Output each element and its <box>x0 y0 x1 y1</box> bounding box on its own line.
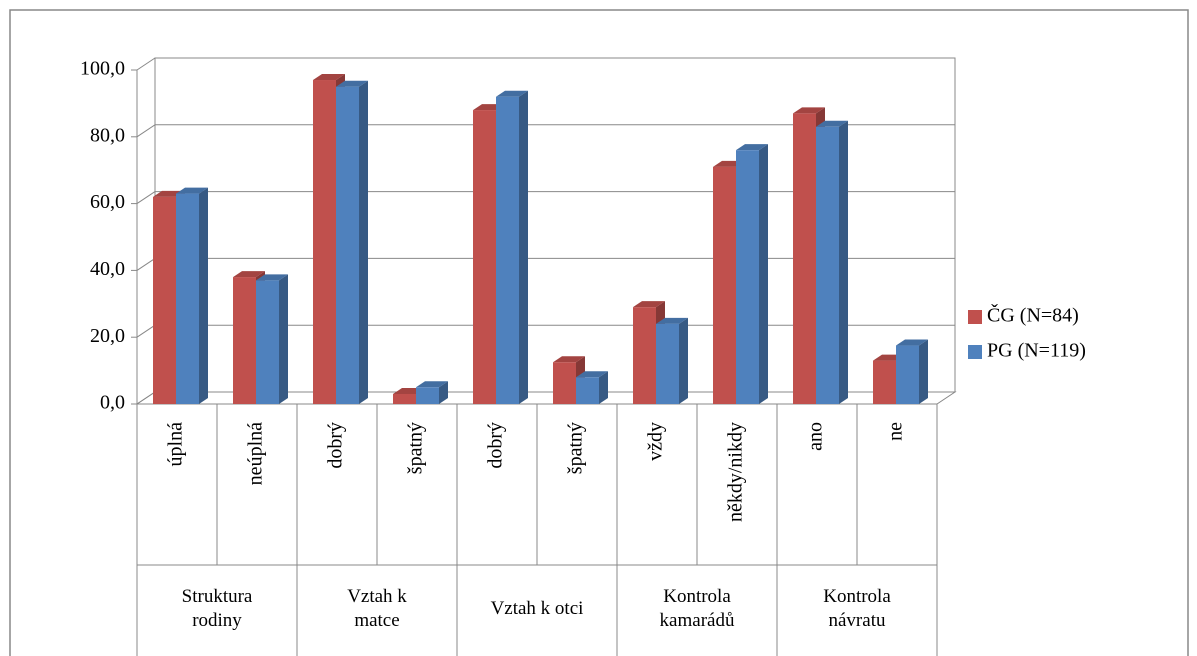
bar-top <box>256 274 288 281</box>
chart-border <box>9 9 1189 656</box>
x-tick-label: ne <box>885 422 907 441</box>
y-tick-label: 80,0 <box>90 124 125 146</box>
bar-top <box>816 120 848 127</box>
y-tick-label: 20,0 <box>90 325 125 347</box>
bar <box>896 345 919 404</box>
bar-top <box>736 144 768 151</box>
bar <box>313 80 336 405</box>
x-tick-label: dobrý <box>485 422 507 469</box>
x-tick-label: úplná <box>165 422 187 467</box>
bar-side <box>519 90 528 404</box>
y-tick-label: 40,0 <box>90 258 125 280</box>
legend-label: PG (N=119) <box>987 340 1086 362</box>
bar <box>153 196 176 404</box>
bar <box>633 307 656 404</box>
bar-top <box>633 301 665 308</box>
group-label: Struktura rodiny <box>181 586 253 631</box>
bar <box>473 110 496 404</box>
bar <box>553 362 576 404</box>
y-tick-label: 100,0 <box>80 58 125 80</box>
bar-top <box>496 90 528 97</box>
bar <box>416 387 439 404</box>
bar <box>496 96 519 404</box>
bar-top <box>336 80 368 87</box>
x-tick-label: dobrý <box>325 422 347 469</box>
group-label: Vztah k matce <box>347 586 407 631</box>
group-label: Kontrola návratu <box>823 586 891 631</box>
bar-side <box>839 120 848 404</box>
legend-swatch <box>968 310 982 324</box>
bar-side <box>199 187 208 404</box>
y-tick-label: 0,0 <box>100 392 125 414</box>
bar <box>793 113 816 405</box>
bar-top <box>416 381 448 388</box>
grid-line <box>136 191 156 205</box>
bar <box>576 377 599 404</box>
group-label: Kontrola kamarádů <box>659 586 735 631</box>
y-tick-label: 60,0 <box>90 191 125 213</box>
grid-line <box>136 57 156 71</box>
bar-top <box>576 371 608 378</box>
grid-line <box>136 391 156 405</box>
bar-side <box>759 144 768 404</box>
bar <box>176 193 199 404</box>
x-tick-label: někdy/nikdy <box>725 422 747 522</box>
bar-top <box>313 74 345 81</box>
bar-side <box>599 371 608 404</box>
x-tick-label: ano <box>805 422 827 451</box>
bar-top <box>553 356 585 363</box>
bar-side <box>279 274 288 404</box>
bar <box>336 86 359 404</box>
bar <box>256 280 279 404</box>
bar-side <box>679 317 688 404</box>
bar <box>233 277 256 404</box>
bar-top <box>176 187 208 194</box>
bar <box>713 166 736 404</box>
group-label: Vztah k otci <box>490 598 584 619</box>
bar-side <box>359 80 368 404</box>
x-tick-label: špatný <box>405 422 427 474</box>
legend-label: ČG (N=84) <box>987 303 1079 327</box>
bar <box>736 150 759 404</box>
bar <box>393 393 416 404</box>
bar <box>656 323 679 404</box>
bar-top <box>896 339 928 346</box>
legend-swatch <box>968 345 982 359</box>
x-tick-label: špatný <box>565 422 587 474</box>
bar-top <box>656 317 688 324</box>
bar <box>873 360 896 404</box>
bar-side <box>439 381 448 404</box>
grid-line <box>136 124 156 138</box>
bar-top <box>233 271 265 278</box>
grid-line <box>136 257 156 271</box>
bar <box>816 126 839 404</box>
bar-top <box>793 107 825 114</box>
x-tick-label: neúplná <box>245 422 267 485</box>
grid-line <box>136 324 156 338</box>
x-tick-label: vždy <box>645 422 667 461</box>
bar-side <box>919 339 928 404</box>
